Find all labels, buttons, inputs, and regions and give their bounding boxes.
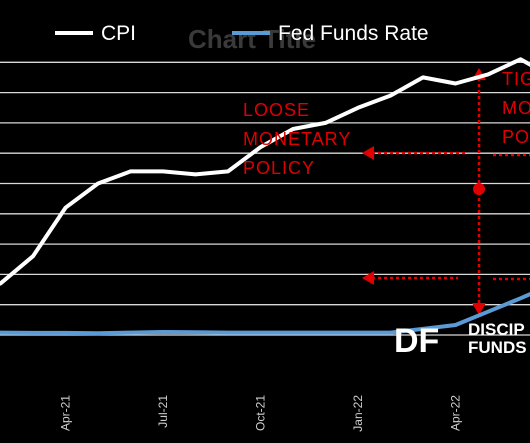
watermark-logo: DF DISCIP FUNDS (394, 320, 527, 360)
anno-tight-line3: PO (502, 127, 530, 147)
x-tick-label: Oct-21 (254, 395, 268, 431)
legend: CPI Fed Funds Rate (55, 22, 429, 45)
anno-loose-line1: LOOSE (243, 100, 310, 120)
arrowhead-down (472, 303, 486, 315)
anno-tight-line1: TIG (502, 69, 530, 89)
annotation-loose-policy: LOOSE MONETARY POLICY (243, 100, 351, 178)
watermark-line1: DISCIP (468, 320, 525, 339)
series-line-cpi (0, 57, 530, 286)
watermark-mark: DF (394, 322, 439, 360)
x-axis-ticks: Apr-21Jul-21Oct-21Jan-22Apr-22Jul-22Oct-… (59, 395, 463, 432)
annotation-tight-policy: TIG MO PO (502, 69, 530, 147)
x-tick-label: Jul-21 (156, 395, 170, 428)
anno-loose-line3: POLICY (243, 158, 315, 178)
x-tick-label: Apr-21 (59, 395, 73, 431)
chart-title: Chart Title (188, 24, 316, 54)
x-tick-label: Jan-22 (351, 395, 365, 432)
crossover-marker (473, 183, 485, 195)
gridlines (0, 61, 530, 336)
anno-loose-line2: MONETARY (243, 129, 351, 149)
series-lines (0, 57, 530, 336)
arrowhead-left-upper (362, 146, 374, 160)
series-line-fed-funds (0, 291, 530, 336)
x-tick-label: Apr-22 (449, 395, 463, 431)
legend-label-cpi: CPI (101, 22, 136, 45)
watermark-line2: FUNDS (468, 338, 527, 357)
legend-label-fed-funds: Fed Funds Rate (278, 22, 429, 45)
anno-tight-line2: MO (502, 98, 530, 118)
arrowhead-left-lower (362, 271, 374, 285)
